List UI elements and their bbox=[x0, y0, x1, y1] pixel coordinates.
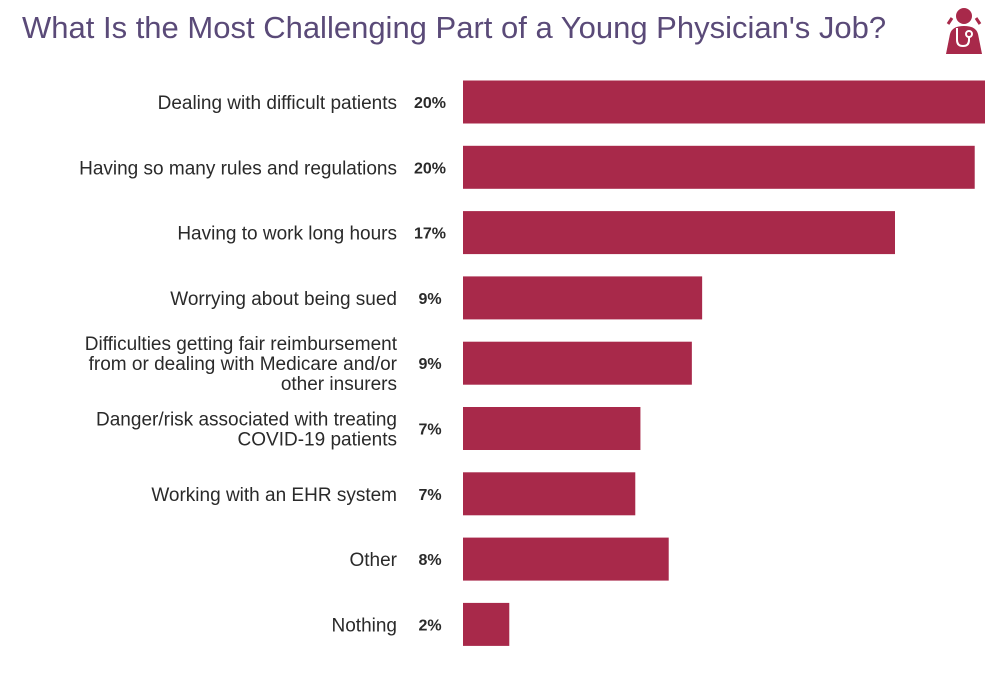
bar-7 bbox=[463, 537, 669, 581]
category-label-0: Dealing with difficult patients bbox=[158, 93, 397, 114]
value-label-2: 17% bbox=[414, 226, 446, 243]
category-label-5: Danger/risk associated with treating COVI… bbox=[96, 410, 397, 451]
category-label-3: Worrying about being sued bbox=[170, 289, 397, 310]
category-label-7: Other bbox=[349, 550, 397, 571]
value-label-6: 7% bbox=[418, 487, 441, 504]
physician-stethoscope-icon bbox=[946, 8, 982, 54]
category-label-1: Having so many rules and regulations bbox=[79, 158, 397, 179]
category-label-4: Difficulties getting fair reimbursement f… bbox=[85, 334, 398, 395]
value-label-4: 9% bbox=[418, 356, 441, 373]
bar-2 bbox=[463, 211, 895, 255]
category-label-8: Nothing bbox=[332, 615, 398, 636]
category-label-6: Working with an EHR system bbox=[151, 485, 397, 506]
bar-5 bbox=[463, 407, 641, 450]
bar-4 bbox=[463, 341, 692, 385]
category-label-2: Having to work long hours bbox=[177, 224, 397, 245]
chart-title: What Is the Most Challenging Part of a Y… bbox=[22, 10, 887, 45]
value-label-1: 20% bbox=[414, 160, 446, 177]
bar-8 bbox=[463, 602, 510, 646]
value-label-8: 2% bbox=[418, 617, 441, 634]
value-label-0: 20% bbox=[414, 95, 446, 112]
bar-0 bbox=[463, 80, 985, 124]
value-label-7: 8% bbox=[418, 552, 441, 569]
value-label-5: 7% bbox=[418, 422, 441, 439]
bar-3 bbox=[463, 276, 703, 320]
bar-1 bbox=[463, 145, 975, 189]
value-label-3: 9% bbox=[418, 291, 441, 308]
bar-6 bbox=[463, 472, 636, 516]
